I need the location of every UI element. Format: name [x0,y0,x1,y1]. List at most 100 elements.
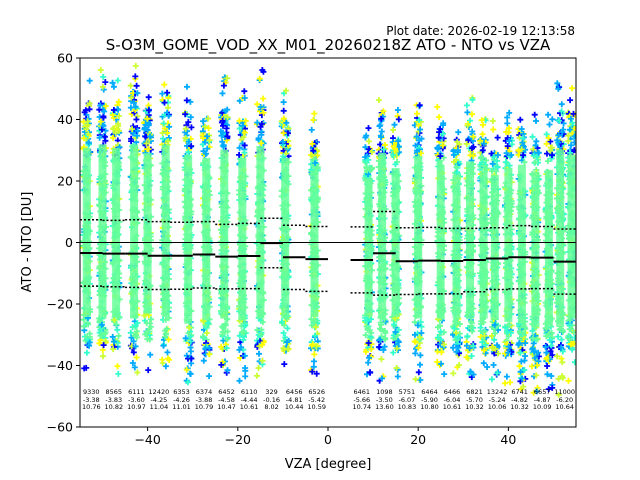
scatter-point [413,133,420,140]
scatter-point [529,363,535,370]
scatter-dense-band [490,174,499,321]
scatter-point [365,138,372,145]
scatter-column [181,83,195,386]
scatter-point [109,333,116,340]
scatter-point [240,336,247,343]
scatter-point [83,349,90,356]
scatter-point [544,363,551,369]
scatter-point [489,160,496,167]
scatter-point [555,139,562,146]
scatter-point [464,333,471,340]
scatter-point [463,102,470,109]
scatter-point [312,332,319,339]
scatter-point [96,340,103,347]
scatter-point [463,140,470,147]
scatter-point [418,330,425,336]
scatter-point [368,316,374,323]
scatter-point [255,135,262,142]
scatter-point [417,352,424,359]
scatter-column [199,115,213,380]
scatter-point [530,340,537,347]
scatter-point [481,332,488,339]
scatter-point [554,353,561,360]
scatter-point [283,119,290,126]
scatter-point [100,353,106,360]
bin-mean-text: -4.82 [511,396,528,404]
scatter-point [572,126,576,133]
scatter-point [128,334,135,341]
scatter-point [311,358,317,365]
scatter-point [506,162,513,169]
scatter-point [362,332,369,339]
scatter-point [110,346,117,353]
scatter-point [495,350,502,357]
scatter-point [368,346,375,352]
scatter-point [147,351,154,358]
scatter-point [393,345,400,352]
scatter-point [85,139,92,146]
scatter-dense-band [452,174,461,319]
scatter-point [436,114,443,121]
scatter-point [532,142,539,149]
scatter-point [483,165,490,172]
scatter-point [162,333,169,340]
scatter-point [491,336,498,343]
scatter-point [469,111,475,118]
scatter-point [83,126,90,133]
scatter-column [411,102,425,383]
scatter-dense-band [82,147,91,317]
scatter-point [130,338,137,345]
scatter-column [278,87,292,368]
scatter-point [532,159,539,166]
scatter-point [520,329,526,336]
scatter-point [517,349,524,356]
scatter-point [450,148,457,155]
scatter-point [143,140,150,147]
scatter-point [453,156,460,163]
scatter-point [441,371,448,378]
scatter-column [109,77,123,377]
scatter-point [543,140,550,147]
scatter-point [548,373,555,379]
scatter-point [566,126,573,133]
scatter-point [224,75,231,82]
scatter-point [479,147,486,154]
scatter-point [555,375,562,382]
scatter-point [206,137,213,144]
scatter-point [165,355,171,362]
scatter-point [97,102,104,109]
scatter-point [97,67,104,73]
scatter-point [285,346,291,353]
scatter-point [490,362,497,368]
scatter-dense-band [364,178,373,317]
scatter-point [110,125,117,132]
scatter-point [434,348,441,355]
scatter-point [146,320,153,327]
scatter-point [468,353,475,359]
scatter-point [545,111,552,118]
scatter-point [242,117,249,124]
scatter-point [280,330,287,336]
scatter-point [489,118,496,124]
scatter-point [130,99,137,106]
scatter-point [161,81,168,88]
scatter-point [468,325,474,332]
scatter-point [377,336,384,343]
scatter-point [417,361,423,368]
scatter-point [390,126,397,133]
scatter-point [366,354,373,361]
scatter-point [506,322,513,328]
scatter-point [163,325,170,332]
scatter-point [436,161,443,168]
scatter-point [241,129,248,136]
scatter-point [309,152,316,159]
scatter-point [116,127,122,134]
scatter-dense-band [466,161,474,319]
scatter-point [368,149,375,155]
scatter-point [504,114,511,121]
scatter-dense-band [184,154,193,324]
scatter-column [529,111,542,396]
scatter-point [185,119,192,126]
bin-count-text: 6466 [444,388,461,396]
scatter-point [86,77,93,84]
